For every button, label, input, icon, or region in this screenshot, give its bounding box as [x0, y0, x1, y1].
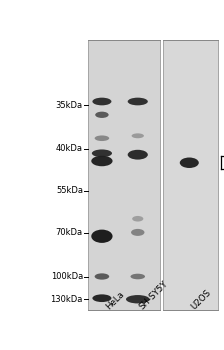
Ellipse shape	[95, 112, 109, 118]
Ellipse shape	[132, 133, 144, 138]
Text: 130kDa: 130kDa	[50, 295, 83, 304]
Ellipse shape	[91, 230, 113, 243]
Ellipse shape	[132, 216, 143, 222]
Text: 35kDa: 35kDa	[56, 100, 83, 110]
Ellipse shape	[91, 156, 113, 166]
Ellipse shape	[93, 98, 112, 105]
Ellipse shape	[95, 273, 109, 280]
Text: U2OS: U2OS	[189, 288, 213, 312]
Ellipse shape	[131, 229, 144, 236]
Text: 55kDa: 55kDa	[56, 186, 83, 195]
Ellipse shape	[93, 294, 112, 302]
Ellipse shape	[128, 150, 148, 160]
Ellipse shape	[180, 158, 199, 168]
Bar	[163, 40, 218, 310]
Ellipse shape	[95, 135, 109, 141]
Ellipse shape	[130, 274, 145, 279]
Text: HeLa: HeLa	[104, 290, 126, 312]
Ellipse shape	[126, 295, 150, 303]
Bar	[88, 40, 160, 310]
Text: SH-SY5Y: SH-SY5Y	[138, 279, 170, 312]
Text: 70kDa: 70kDa	[56, 228, 83, 237]
Ellipse shape	[128, 98, 148, 105]
Text: 40kDa: 40kDa	[56, 144, 83, 153]
Ellipse shape	[92, 149, 112, 157]
Text: 100kDa: 100kDa	[51, 272, 83, 281]
